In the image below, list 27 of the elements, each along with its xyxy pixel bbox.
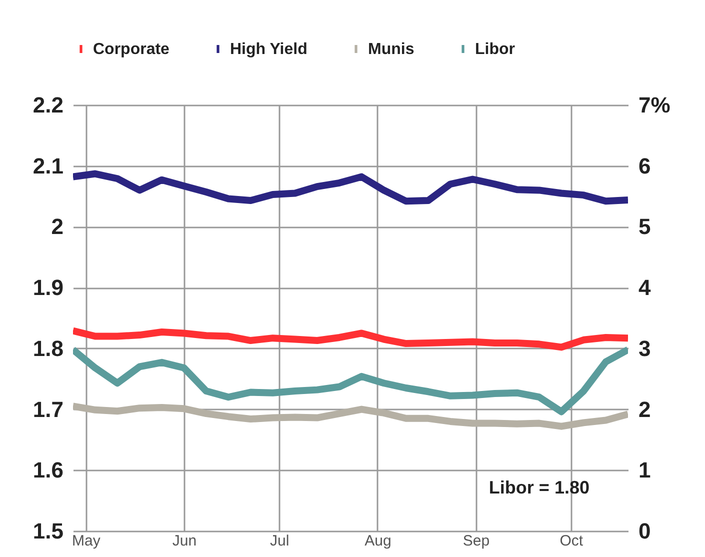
y-tick-label: 1.7 (32, 396, 64, 422)
y-tick-label: 1.5 (32, 518, 64, 544)
x-tick-label: Jul (270, 532, 290, 550)
y-tick-label: 1.8 (32, 336, 64, 361)
y2-tick-label: 0 (638, 518, 651, 544)
legend-label: Libor (475, 41, 515, 58)
y-tick-label: 2.2 (32, 92, 64, 118)
x-tick-label: Oct (560, 532, 584, 550)
x-tick-label: Aug (364, 532, 392, 550)
y2-tick-label: 2 (638, 396, 651, 422)
legend-label: Corporate (93, 41, 170, 58)
y2-tick-label: 4 (638, 275, 652, 300)
y-tick-label: 2.1 (32, 153, 64, 178)
y-tick-label: 1.9 (32, 275, 64, 300)
y-tick-label: 1.6 (32, 458, 64, 483)
y2-tick-label: 3 (638, 336, 651, 361)
y2-tick-label: 7% (638, 92, 670, 118)
y2-tick-label: 6 (638, 153, 651, 178)
annotation: Libor = 1.80 (488, 477, 590, 498)
y2-tick-label: 5 (638, 214, 651, 240)
legend-label: High Yield (230, 41, 308, 58)
x-tick-label: May (72, 532, 101, 550)
legend-label: Munis (368, 41, 414, 58)
y2-tick-label: 1 (638, 458, 651, 483)
x-tick-label: Sep (462, 532, 490, 550)
x-tick-label: Jun (172, 532, 197, 550)
y-tick-label: 2 (51, 214, 64, 240)
